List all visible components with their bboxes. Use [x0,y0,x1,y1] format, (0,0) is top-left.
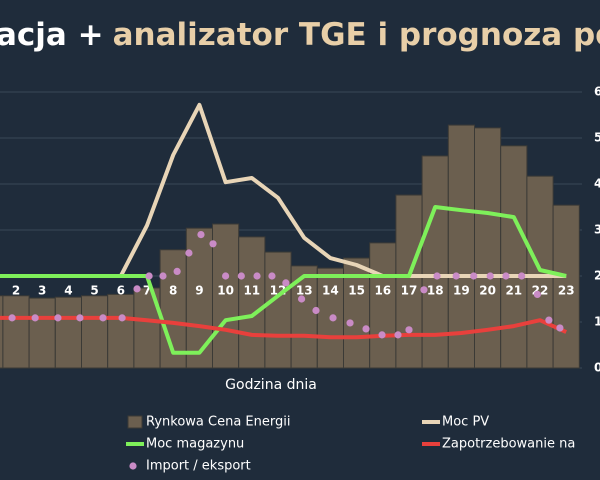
point [133,285,141,293]
point [545,316,553,324]
legend-swatch [129,462,137,470]
bar [500,145,528,369]
y-tick-label: 5 [594,131,600,145]
x-tick-label: 18 [427,284,444,298]
title-part: analizator TGE i prognoza po [113,17,600,53]
point [297,295,306,303]
bar [185,227,214,369]
point [185,249,193,257]
y-tick-label: 4 [594,177,600,191]
point [222,272,230,280]
point [76,314,84,322]
bar [107,293,135,369]
legend-label: Rynkowa Cena Energii [146,415,290,430]
chart-title: acja + analizator TGE i prognoza po [0,17,600,53]
x-tick-label: 6 [117,284,125,298]
point [486,272,494,280]
x-tick-label: 10 [217,284,234,298]
point [173,267,181,275]
bar [2,295,30,369]
point [518,272,526,280]
y-tick-label: 0 [594,361,600,375]
point [533,290,541,298]
y-tick-label: 1 [594,315,600,329]
point [237,272,245,280]
x-tick-label: 11 [243,284,260,298]
bar [395,194,423,369]
point [268,272,276,280]
x-tick-label: 7 [143,284,151,298]
point [433,272,441,280]
legend-swatch [127,415,143,429]
x-tick-label: 13 [296,284,313,298]
bar [28,297,56,369]
x-tick-label: 23 [558,284,575,298]
bar [238,236,266,369]
point [282,279,290,287]
x-tick-label: 8 [169,284,177,298]
title-part: acja + [0,17,104,53]
y-tick-label: 6 [594,85,600,99]
bar [264,251,292,369]
legend-label: Moc magazynu [146,437,244,452]
x-tick-label: 14 [322,284,339,298]
point [346,319,354,327]
point [405,326,413,334]
x-tick-label: 4 [64,284,72,298]
point [502,272,510,280]
x-tick-label: 15 [348,284,365,298]
legend-label: Import / eksport [146,459,251,474]
bar [81,295,109,369]
point [362,325,370,333]
x-axis-label: Godzina dnia [225,377,317,393]
bar [369,242,397,369]
point [118,314,126,322]
line [0,205,567,355]
y-tick-label: 2 [594,269,600,283]
point [329,314,337,322]
point [312,306,320,315]
x-tick-label: 20 [479,284,496,298]
point [145,272,153,280]
legend-label: Zapotrzebowanie na [442,437,575,452]
x-tick-label: 3 [38,284,46,298]
point [31,314,39,322]
point [99,314,107,322]
point [8,314,16,322]
point [253,272,261,280]
bar [552,204,580,369]
point [159,272,167,280]
x-tick-label: 16 [374,284,391,298]
line [0,315,568,340]
point [470,272,478,280]
bar [447,124,475,369]
y-tick-label: 3 [594,223,600,237]
x-tick-label: 9 [195,284,203,298]
bar [54,296,82,369]
x-tick-label: 5 [90,284,98,298]
legend-label: Moc PV [442,415,489,430]
x-tick-label: 2 [12,284,20,298]
x-tick-label: 17 [401,284,418,298]
point [378,331,386,339]
point [197,231,205,239]
point [420,286,428,294]
x-tick-label: 21 [505,284,522,298]
x-tick-label: 19 [453,284,470,298]
point [394,331,402,339]
point [556,324,564,332]
point [209,240,217,248]
point [54,314,62,322]
point [452,272,460,280]
